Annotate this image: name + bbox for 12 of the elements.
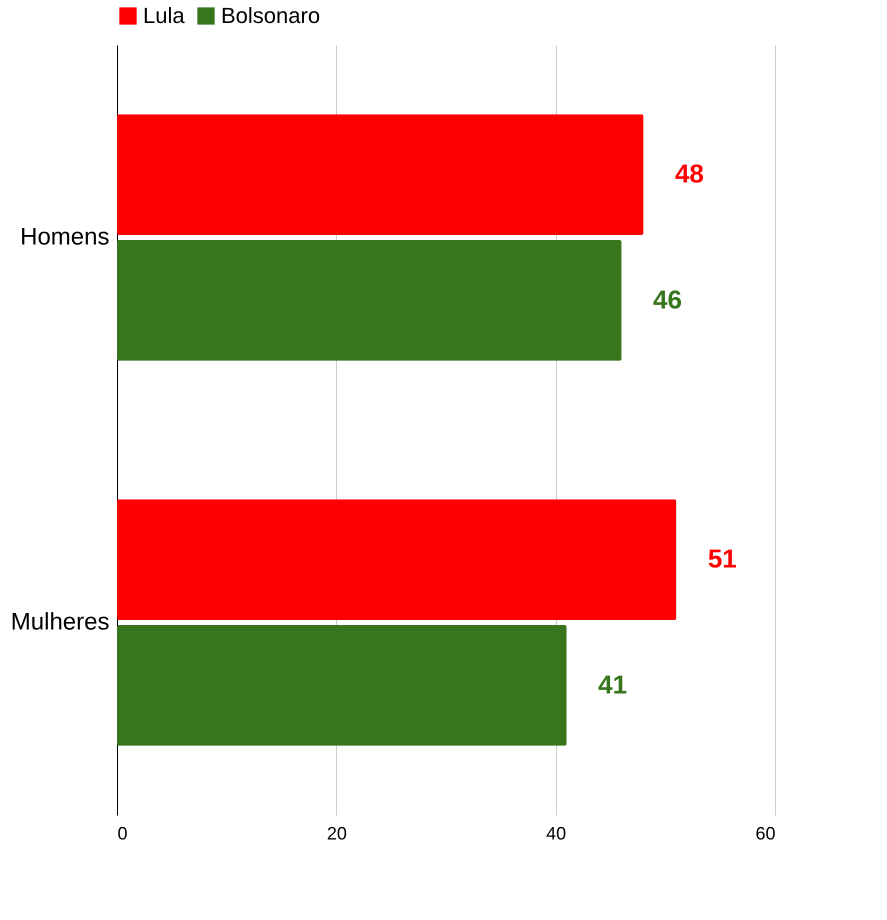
legend-label: Lula bbox=[143, 3, 186, 28]
x-tick-label: 0 bbox=[118, 824, 128, 844]
x-tick-label: 40 bbox=[546, 824, 566, 844]
y-tick-label: Homens bbox=[20, 224, 110, 250]
data-label: 46 bbox=[653, 284, 682, 314]
x-tick-label: 60 bbox=[755, 824, 776, 844]
data-label: 41 bbox=[598, 669, 628, 700]
x-tick-label: 20 bbox=[326, 824, 347, 844]
data-label: 51 bbox=[708, 544, 737, 574]
legend-label: Bolsonaro bbox=[221, 3, 320, 28]
data-label: 48 bbox=[674, 158, 704, 189]
y-tick-label: Mulheres bbox=[10, 608, 110, 636]
